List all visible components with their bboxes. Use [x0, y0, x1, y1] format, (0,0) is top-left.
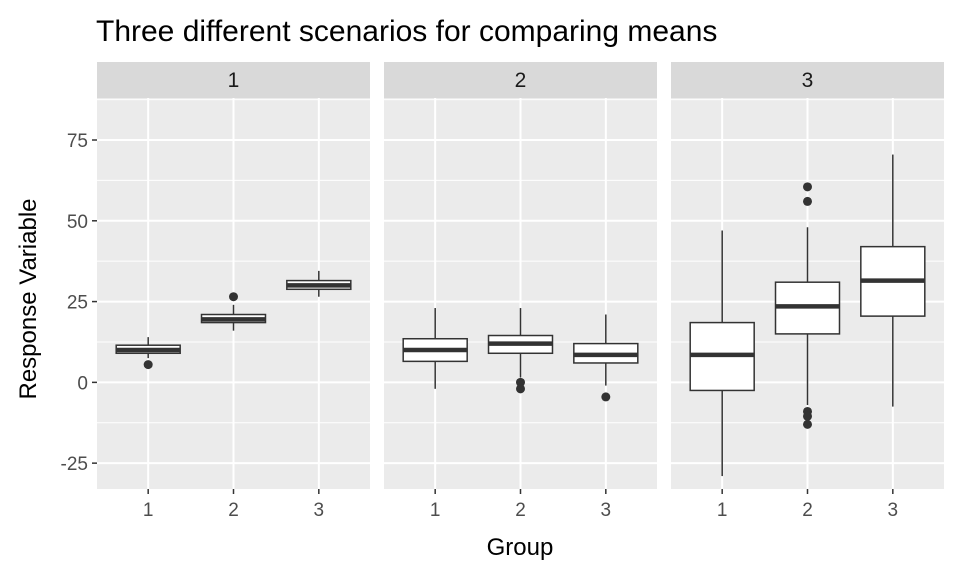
- x-tick-label: 1: [430, 500, 441, 521]
- x-tick-label: 1: [143, 500, 154, 521]
- outlier-point: [803, 196, 812, 206]
- box-facet-1-group-2: [200, 292, 267, 331]
- box-facet-2-group-3: [573, 314, 639, 402]
- y-axis: -25 0 25 50 75: [61, 131, 97, 475]
- facet-panel-2: 2 1 2 3: [384, 62, 657, 521]
- facet-strip-label: 3: [802, 69, 814, 92]
- y-tick-label: 75: [67, 131, 88, 152]
- y-axis-title: Response Variable: [15, 198, 42, 399]
- facet-panel-1: 1 1 2 3: [97, 62, 370, 521]
- y-tick-label: 25: [67, 293, 88, 314]
- outlier-point: [803, 419, 812, 429]
- facet-panels: 1 1 2 3 2 1 2 3 3 1 2 3: [97, 62, 944, 521]
- outlier-point: [601, 392, 611, 402]
- outlier-point: [516, 377, 525, 387]
- facet-strip-label: 1: [228, 69, 240, 92]
- x-tick-label: 1: [717, 500, 728, 521]
- x-tick-label: 3: [314, 500, 325, 521]
- outlier-point: [803, 411, 812, 421]
- y-tick-label: -25: [61, 454, 88, 475]
- facet-strip: [97, 62, 370, 98]
- facet-strip: [671, 62, 944, 98]
- box-facet-1-group-3: [286, 270, 352, 297]
- box-facet-2-group-2: [487, 308, 554, 394]
- outlier-point: [803, 182, 812, 192]
- x-axis-title: Group: [487, 534, 554, 561]
- y-tick-label: 50: [67, 212, 88, 233]
- x-tick-label: 3: [888, 500, 899, 521]
- box-facet-1-group-1: [115, 337, 181, 370]
- box-facet-3-group-1: [689, 230, 755, 477]
- outlier-point: [229, 292, 238, 302]
- x-tick-label: 2: [802, 500, 813, 521]
- x-tick-label: 2: [228, 500, 239, 521]
- y-tick-label: 0: [77, 373, 88, 394]
- outlier-point: [516, 384, 525, 394]
- facet-strip-label: 2: [515, 69, 527, 92]
- box-facet-3-group-3: [860, 154, 926, 407]
- x-tick-label: 2: [515, 500, 526, 521]
- chart-title: Three different scenarios for comparing …: [96, 15, 717, 48]
- x-tick-label: 3: [601, 500, 612, 521]
- facet-panel-3: 3 1 2 3: [671, 62, 944, 521]
- box-facet-2-group-1: [402, 308, 468, 389]
- outlier-point: [143, 360, 153, 370]
- facet-strip: [384, 62, 657, 98]
- box-facet-3-group-2: [774, 182, 841, 429]
